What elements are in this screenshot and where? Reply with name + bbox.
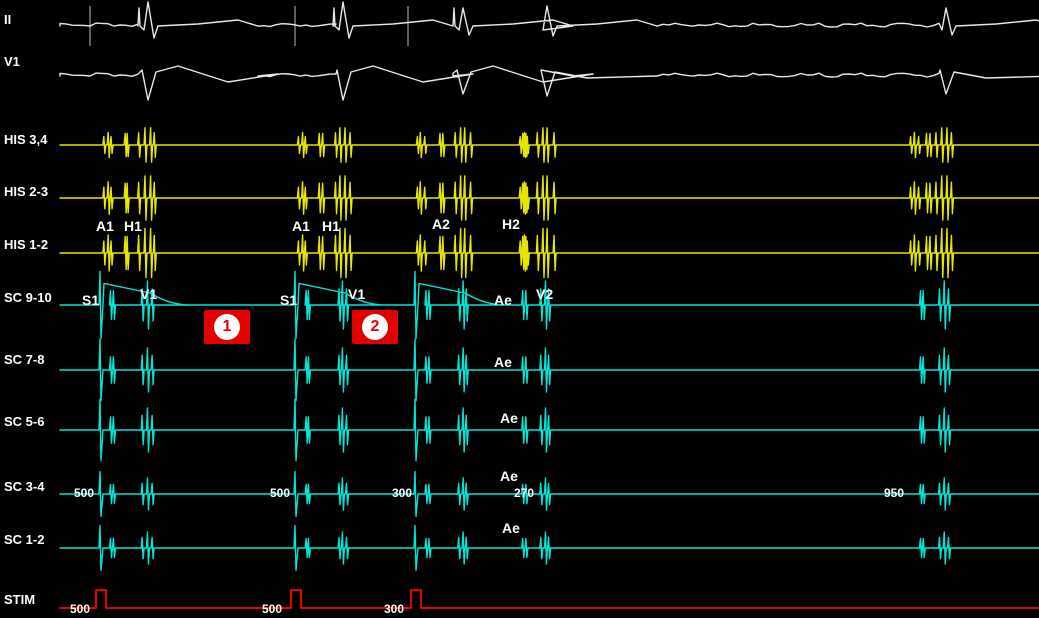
interval-value-6: 500: [262, 602, 282, 616]
annotation-a1-4: A1: [292, 218, 310, 234]
annotation-h1-1: H1: [124, 218, 142, 234]
marker-number-1: 1: [214, 314, 240, 340]
channel-label-sc-7-8: SC 7-8: [4, 352, 44, 367]
annotation-ae-13: Ae: [500, 410, 518, 426]
interval-value-2: 300: [392, 486, 412, 500]
channel-label-sc-1-2: SC 1-2: [4, 532, 44, 547]
annotation-ae-12: Ae: [494, 354, 512, 370]
channel-label-stim: STIM: [4, 592, 35, 607]
interval-value-4: 950: [884, 486, 904, 500]
annotation-v1-6: V1: [348, 286, 365, 302]
annotation-s1-7: S1: [280, 292, 297, 308]
marker-1: 1: [204, 310, 250, 344]
interval-value-1: 500: [270, 486, 290, 500]
channel-label-his-12: HIS 1-2: [4, 237, 48, 252]
marker-2: 2: [352, 310, 398, 344]
interval-value-5: 500: [70, 602, 90, 616]
ep-tracing-figure: { "background_color": "#000000", "dimens…: [0, 0, 1039, 618]
interval-value-7: 300: [384, 602, 404, 616]
channel-label-his-23: HIS 2-3: [4, 184, 48, 199]
channel-label-sc-3-4: SC 3-4: [4, 479, 44, 494]
channel-label-sc-9-10: SC 9-10: [4, 290, 52, 305]
channel-label-lead-ii: II: [4, 12, 11, 27]
annotation-a1-0: A1: [96, 218, 114, 234]
annotation-s1-3: S1: [82, 292, 99, 308]
channel-label-sc-5-6: SC 5-6: [4, 414, 44, 429]
annotation-v2-10: V2: [536, 286, 553, 302]
interval-value-0: 500: [74, 486, 94, 500]
channel-label-lead-v1: V1: [4, 54, 20, 69]
annotation-ae-15: Ae: [502, 520, 520, 536]
marker-number-2: 2: [362, 314, 388, 340]
annotation-a2-8: A2: [432, 216, 450, 232]
annotation-v1-2: V1: [140, 286, 157, 302]
interval-value-3: 270: [514, 486, 534, 500]
annotation-ae-11: Ae: [494, 292, 512, 308]
annotation-ae-14: Ae: [500, 468, 518, 484]
channel-label-his-34: HIS 3,4: [4, 132, 47, 147]
annotation-h1-5: H1: [322, 218, 340, 234]
annotation-h2-9: H2: [502, 216, 520, 232]
